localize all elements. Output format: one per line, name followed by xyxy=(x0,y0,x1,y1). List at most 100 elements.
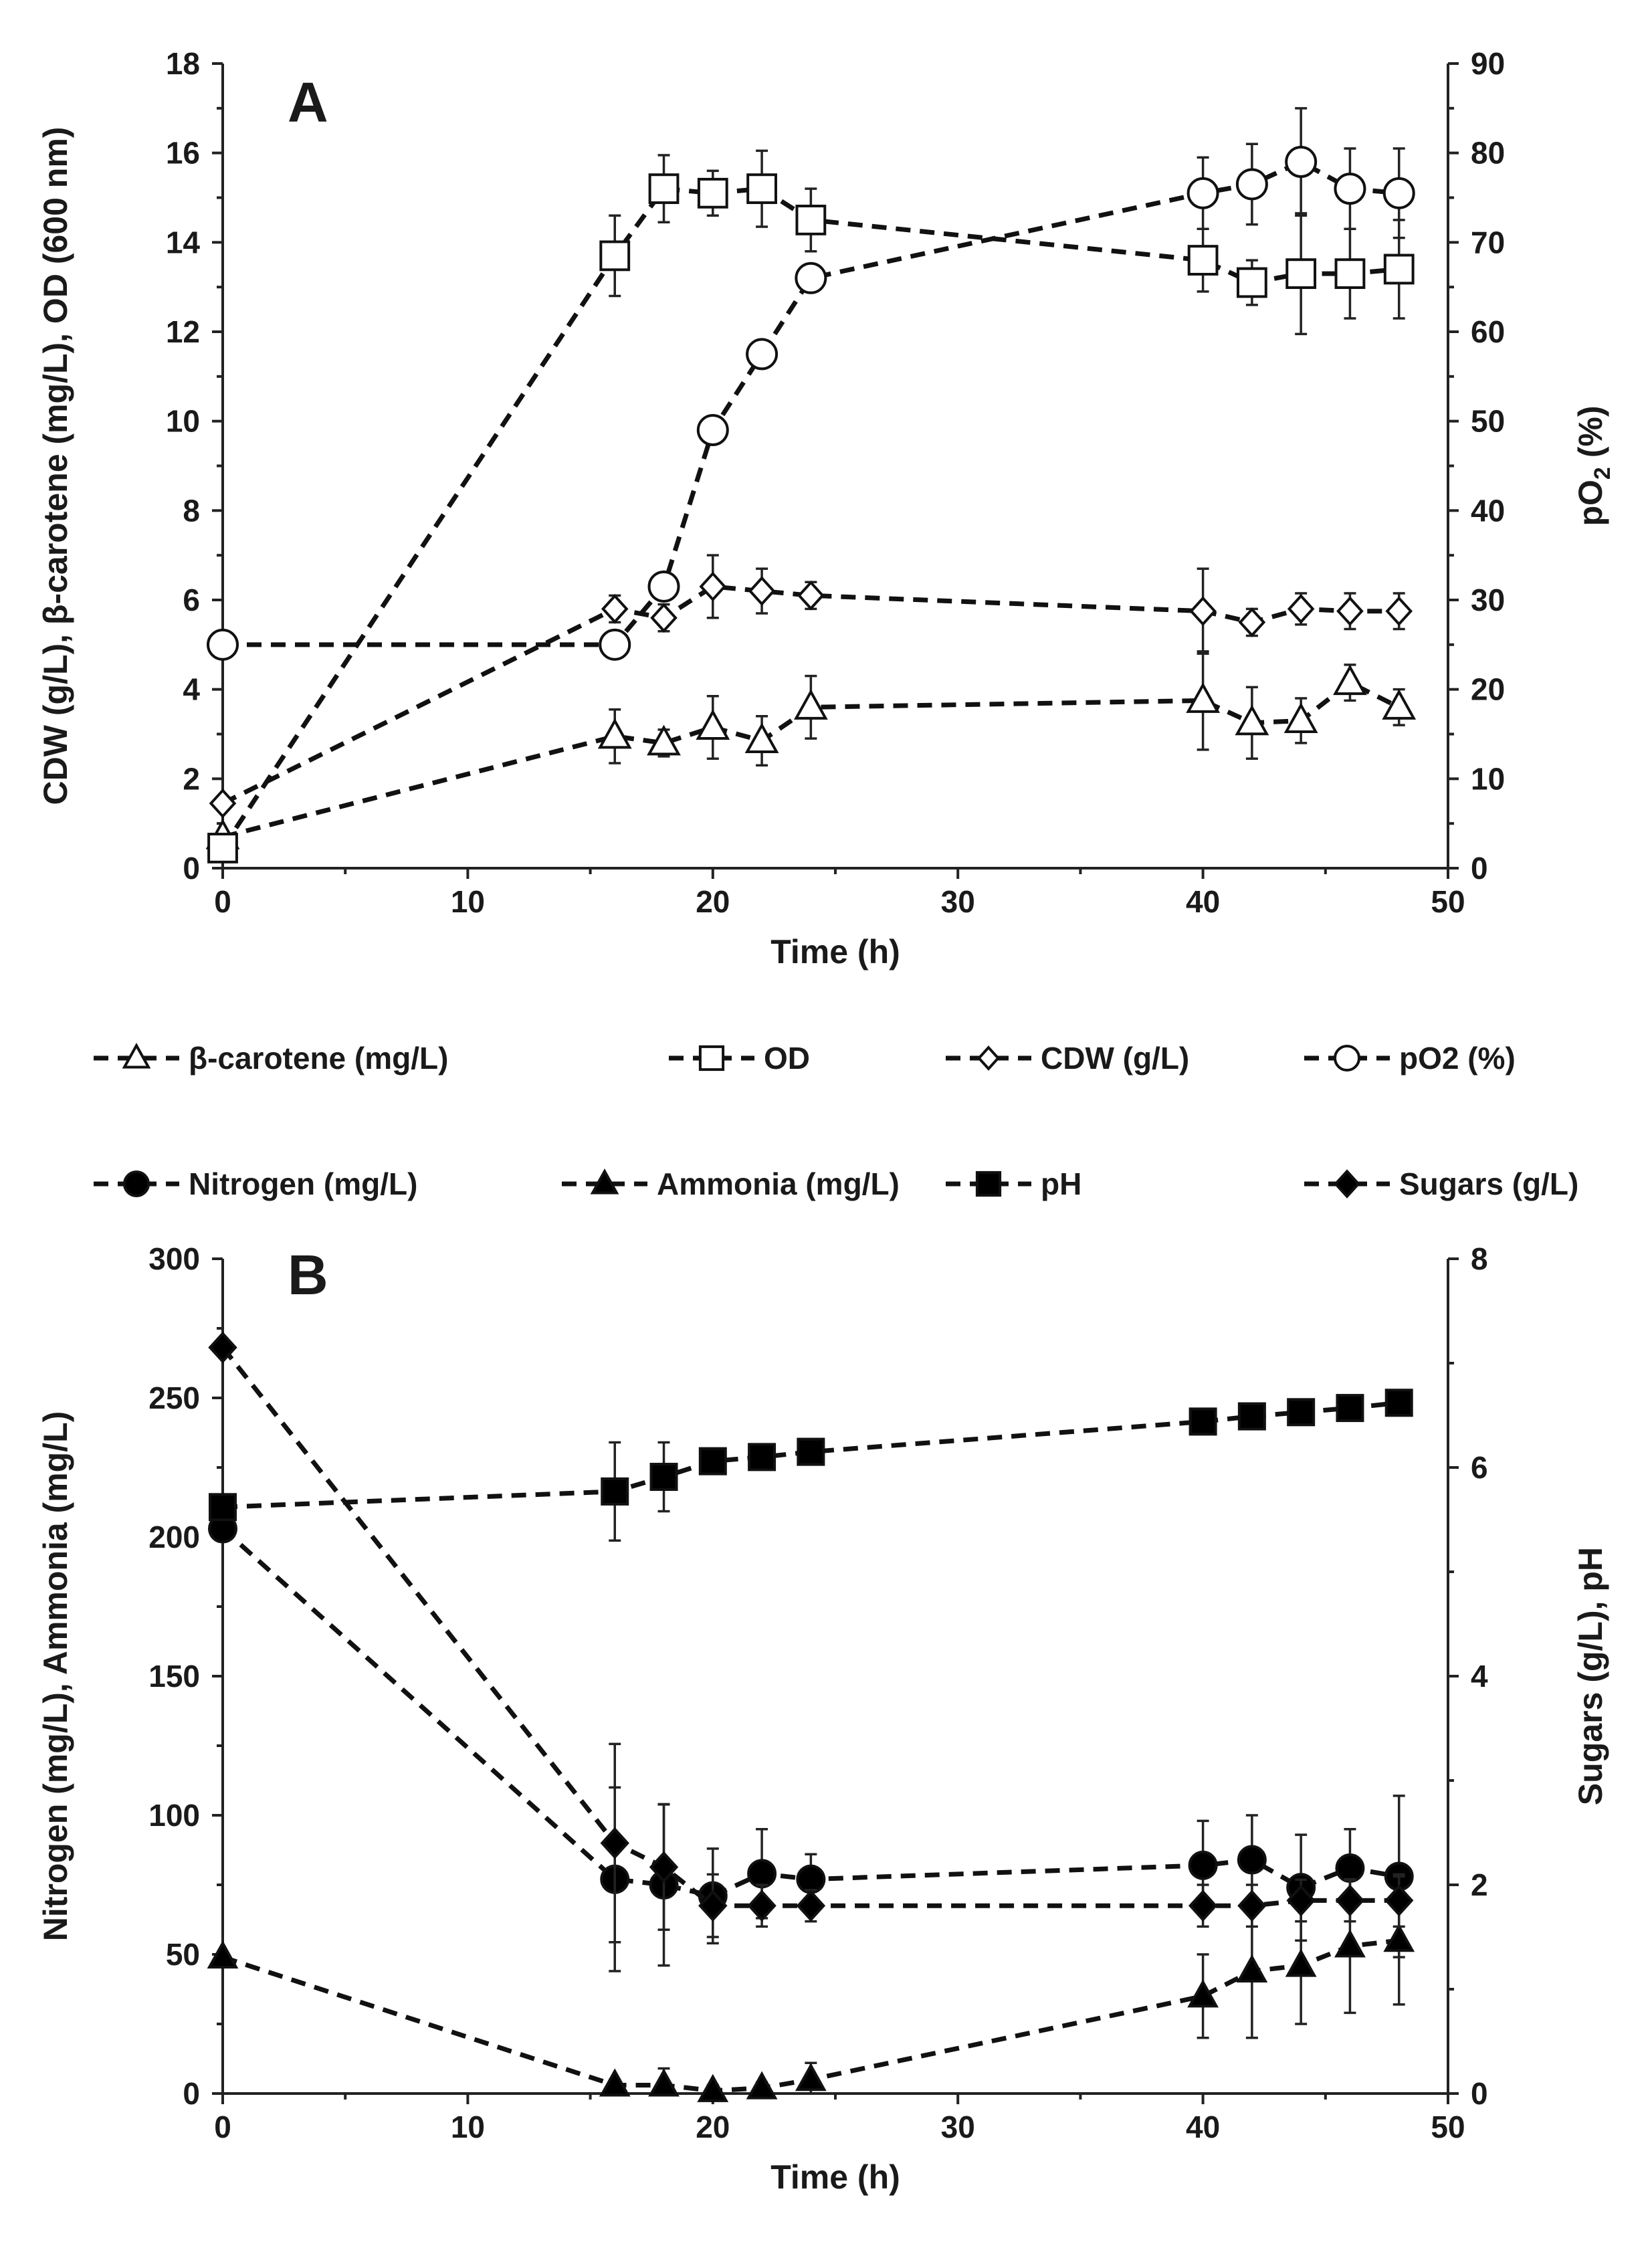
panel-b-left-tick-label: 200 xyxy=(148,1520,200,1554)
panel-b-data-point xyxy=(797,1437,825,1466)
panel-b-left-tick-label: 300 xyxy=(148,1241,200,1276)
panel-a-data-point xyxy=(207,628,239,661)
panel-b-left-tick-label: 150 xyxy=(148,1659,200,1694)
panel-a-data-point xyxy=(793,689,828,720)
panel-a-left-tick-label: 4 xyxy=(183,672,200,707)
panel-b-data-point xyxy=(795,2063,827,2092)
legend-label: OD xyxy=(764,1041,810,1076)
chart-panel-b: B0 10 20 30 40 5005010015020025030002468Time … xyxy=(37,1241,1609,2196)
panel-b-x-axis-label: Time (h) xyxy=(770,2158,900,2196)
panel-b-data-point xyxy=(1384,1884,1414,1917)
panel-a-right-tick-label: 90 xyxy=(1471,46,1505,81)
panel-b-x-tick-label: 10 xyxy=(451,2110,485,2144)
panel-b-right-tick-label: 8 xyxy=(1471,1241,1488,1276)
panel-a-right-axis-label: pO2 (%) xyxy=(1572,405,1615,526)
panel-a-right-tick-label: 20 xyxy=(1471,672,1505,707)
panel-b-data-point xyxy=(1336,1394,1364,1423)
panel-a-data-point xyxy=(748,576,776,606)
panel-a-data-point xyxy=(1334,258,1366,290)
panel-a-right-tick-label: 50 xyxy=(1471,404,1505,439)
panel-b-data-point xyxy=(1237,1890,1267,1922)
panel-a-data-point xyxy=(601,594,629,624)
panel-b-x-tick-label: 50 xyxy=(1431,2110,1465,2144)
panel-a-series-od xyxy=(207,149,1415,863)
panel-b-right-axis-label: Sugars (g/L), pH xyxy=(1572,1547,1609,1805)
panel-b-data-point xyxy=(1188,1890,1218,1922)
panel-a-data-point xyxy=(1187,245,1219,276)
panel-a-left-tick-label: 18 xyxy=(166,46,200,81)
legend-marker xyxy=(122,1042,151,1069)
panel-b-data-point xyxy=(1383,1924,1415,1952)
panel-b-data-point xyxy=(698,1890,728,1922)
legend-label: CDW (g/L) xyxy=(1041,1041,1189,1076)
panel-a-data-point xyxy=(696,414,729,447)
panel-b-data-point xyxy=(1287,1398,1316,1427)
panel-b-data-point xyxy=(599,2068,631,2097)
panel-a-data-point xyxy=(744,722,779,754)
panel-b-x-tick-label: 30 xyxy=(941,2110,975,2144)
panel-b-right-tick-label: 0 xyxy=(1471,2076,1488,2111)
panel-b-right-tick-label: 2 xyxy=(1471,1867,1488,1902)
legend-item-cdw-g-l: CDW (g/L) xyxy=(946,1041,1189,1076)
panel-b-data-point xyxy=(649,1851,679,1883)
panel-b-data-point xyxy=(601,1477,629,1506)
panel-a-x-tick-label: 20 xyxy=(696,884,730,919)
panel-a-right-axis-label-suffix: (%) xyxy=(1572,405,1609,467)
panel-b-right-tick-label: 6 xyxy=(1471,1450,1488,1485)
panel-b-data-point xyxy=(697,2073,729,2102)
panel-a-right-tick-label: 60 xyxy=(1471,314,1505,349)
panel-b-data-point xyxy=(649,1463,678,1492)
panel-a-data-point xyxy=(795,205,827,235)
panel-a-right-tick-label: 30 xyxy=(1471,583,1505,617)
panel-a-left-tick-label: 12 xyxy=(166,314,200,349)
panel-a-series-line xyxy=(221,584,1399,806)
legend-panel-a: β-carotene (mg/L) OD CDW (g/L) pO2 (%) xyxy=(94,1041,1516,1076)
panel-a-data-point xyxy=(1238,607,1266,637)
legend-item-od: OD xyxy=(669,1041,810,1076)
legend-marker xyxy=(698,1045,725,1072)
panel-a-data-point xyxy=(795,262,827,294)
panel-b-left-axis-label: Nitrogen (mg/L), Ammonia (mg/L) xyxy=(37,1411,74,1942)
panel-a-data-point xyxy=(599,240,631,272)
panel-a-right-tick-label: 70 xyxy=(1471,225,1505,260)
panel-label-a: A xyxy=(288,71,328,134)
panel-b-data-point xyxy=(747,1890,777,1922)
legend-item-sugars-g-l: Sugars (g/L) xyxy=(1304,1166,1578,1201)
panel-b-right-tick-label: 4 xyxy=(1471,1659,1488,1694)
chart-panel-a: A 0 10 20 30 40 50024681012141618010203040506… xyxy=(37,46,1615,971)
panel-a-data-point xyxy=(1285,258,1317,290)
panel-a-data-point xyxy=(1385,596,1413,627)
panel-b-data-point xyxy=(1188,1850,1218,1880)
panel-a-data-point xyxy=(746,173,777,205)
panel-b-data-point xyxy=(208,1331,237,1364)
panel-a-left-tick-label: 14 xyxy=(166,225,201,260)
panel-b-left-tick-label: 250 xyxy=(148,1381,200,1415)
panel-b-left-tick-label: 50 xyxy=(166,1937,200,1972)
panel-a-right-tick-label: 0 xyxy=(1471,851,1488,886)
panel-a-data-point xyxy=(597,718,632,749)
panel-a-data-point xyxy=(1333,664,1367,696)
panel-b-data-point xyxy=(648,2068,680,2097)
panel-a-left-tick-label: 6 xyxy=(183,583,200,617)
legend-item-ph: pH xyxy=(946,1166,1081,1201)
panel-b-data-point xyxy=(209,1493,237,1522)
panel-a-x-tick-label: 50 xyxy=(1431,884,1465,919)
panel-a-data-point xyxy=(1189,596,1217,627)
panel-a-x-tick-label: 30 xyxy=(941,884,975,919)
panel-a-data-point xyxy=(1287,594,1315,624)
panel-a-data-point xyxy=(1285,146,1318,179)
panel-a-data-point xyxy=(699,571,727,602)
panel-b-left-tick-label: 0 xyxy=(183,2076,200,2111)
panel-a-data-point xyxy=(1235,704,1269,736)
legend-label: Nitrogen (mg/L) xyxy=(189,1166,417,1201)
panel-b-data-point xyxy=(1335,1853,1365,1883)
panel-a-left-tick-label: 2 xyxy=(183,761,200,796)
legend-marker xyxy=(123,1170,150,1197)
legend-marker xyxy=(1334,1169,1360,1199)
panel-a-left-axis-label: CDW (g/L), β-carotene (mg/L), OD (600 nm… xyxy=(37,127,74,805)
panel-a-x-axis-label: Time (h) xyxy=(770,933,900,971)
panel-b-data-point xyxy=(1237,1845,1267,1875)
panel-b-data-point xyxy=(1187,1979,1219,2008)
legend-item-carotene-mg-l: β-carotene (mg/L) xyxy=(94,1041,448,1076)
